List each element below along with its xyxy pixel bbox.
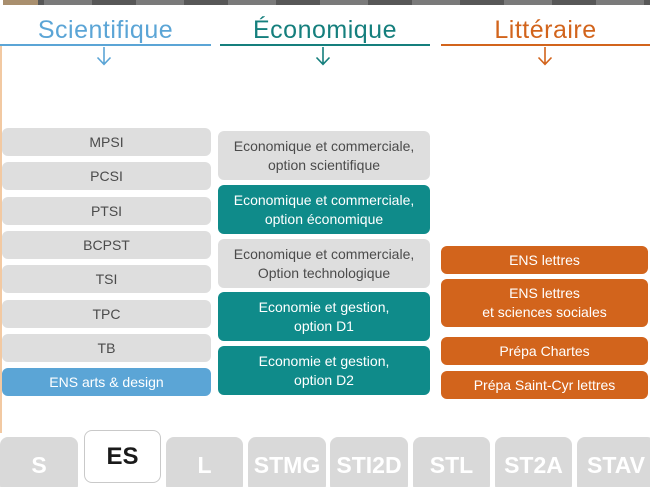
column-header-economique: Économique — [253, 16, 397, 44]
track-ec-option-scientifique: Economique et commerciale, option scient… — [218, 131, 430, 180]
track-tpc: TPC — [2, 300, 211, 328]
track-ens-lettres: ENS lettres — [441, 246, 648, 274]
tab-stmg[interactable]: STMG — [248, 437, 326, 487]
economique-underline — [220, 44, 430, 46]
litteraire-underline — [441, 44, 650, 46]
track-prepa-chartes: Prépa Chartes — [441, 337, 648, 365]
tab-st2a[interactable]: ST2A — [495, 437, 572, 487]
track-ens-lettres-sciences-sociales: ENS lettres et sciences sociales — [441, 279, 648, 327]
down-arrow-icon — [537, 47, 553, 66]
scientifique-underline — [0, 44, 211, 46]
window-edge-strip — [0, 0, 650, 5]
track-bcpst: BCPST — [2, 231, 211, 259]
track-prepa-saint-cyr-lettres: Prépa Saint-Cyr lettres — [441, 371, 648, 399]
down-arrow-icon — [315, 47, 331, 66]
tab-stav[interactable]: STAV — [577, 437, 650, 487]
track-mpsi: MPSI — [2, 128, 211, 156]
track-tb: TB — [2, 334, 211, 362]
column-header-scientifique: Scientifique — [37, 16, 174, 44]
track-tsi: TSI — [2, 265, 211, 293]
track-ec-option-technologique: Economique et commerciale, Option techno… — [218, 239, 430, 288]
tab-sti2d[interactable]: STI2D — [330, 437, 408, 487]
tab-es[interactable]: ES — [84, 430, 161, 483]
column-header-litteraire: Littéraire — [494, 16, 597, 44]
track-eco-gestion-d2: Economie et gestion, option D2 — [218, 346, 430, 395]
tab-l[interactable]: L — [166, 437, 243, 487]
track-ens-arts-design: ENS arts & design — [2, 368, 211, 396]
track-ec-option-economique: Economique et commerciale, option économ… — [218, 185, 430, 234]
track-pcsi: PCSI — [2, 162, 211, 190]
tab-stl[interactable]: STL — [413, 437, 490, 487]
tab-s[interactable]: S — [0, 437, 78, 487]
down-arrow-icon — [96, 47, 112, 66]
track-ptsi: PTSI — [2, 197, 211, 225]
track-eco-gestion-d1: Economie et gestion, option D1 — [218, 292, 430, 341]
left-edge-stripe — [0, 46, 2, 433]
